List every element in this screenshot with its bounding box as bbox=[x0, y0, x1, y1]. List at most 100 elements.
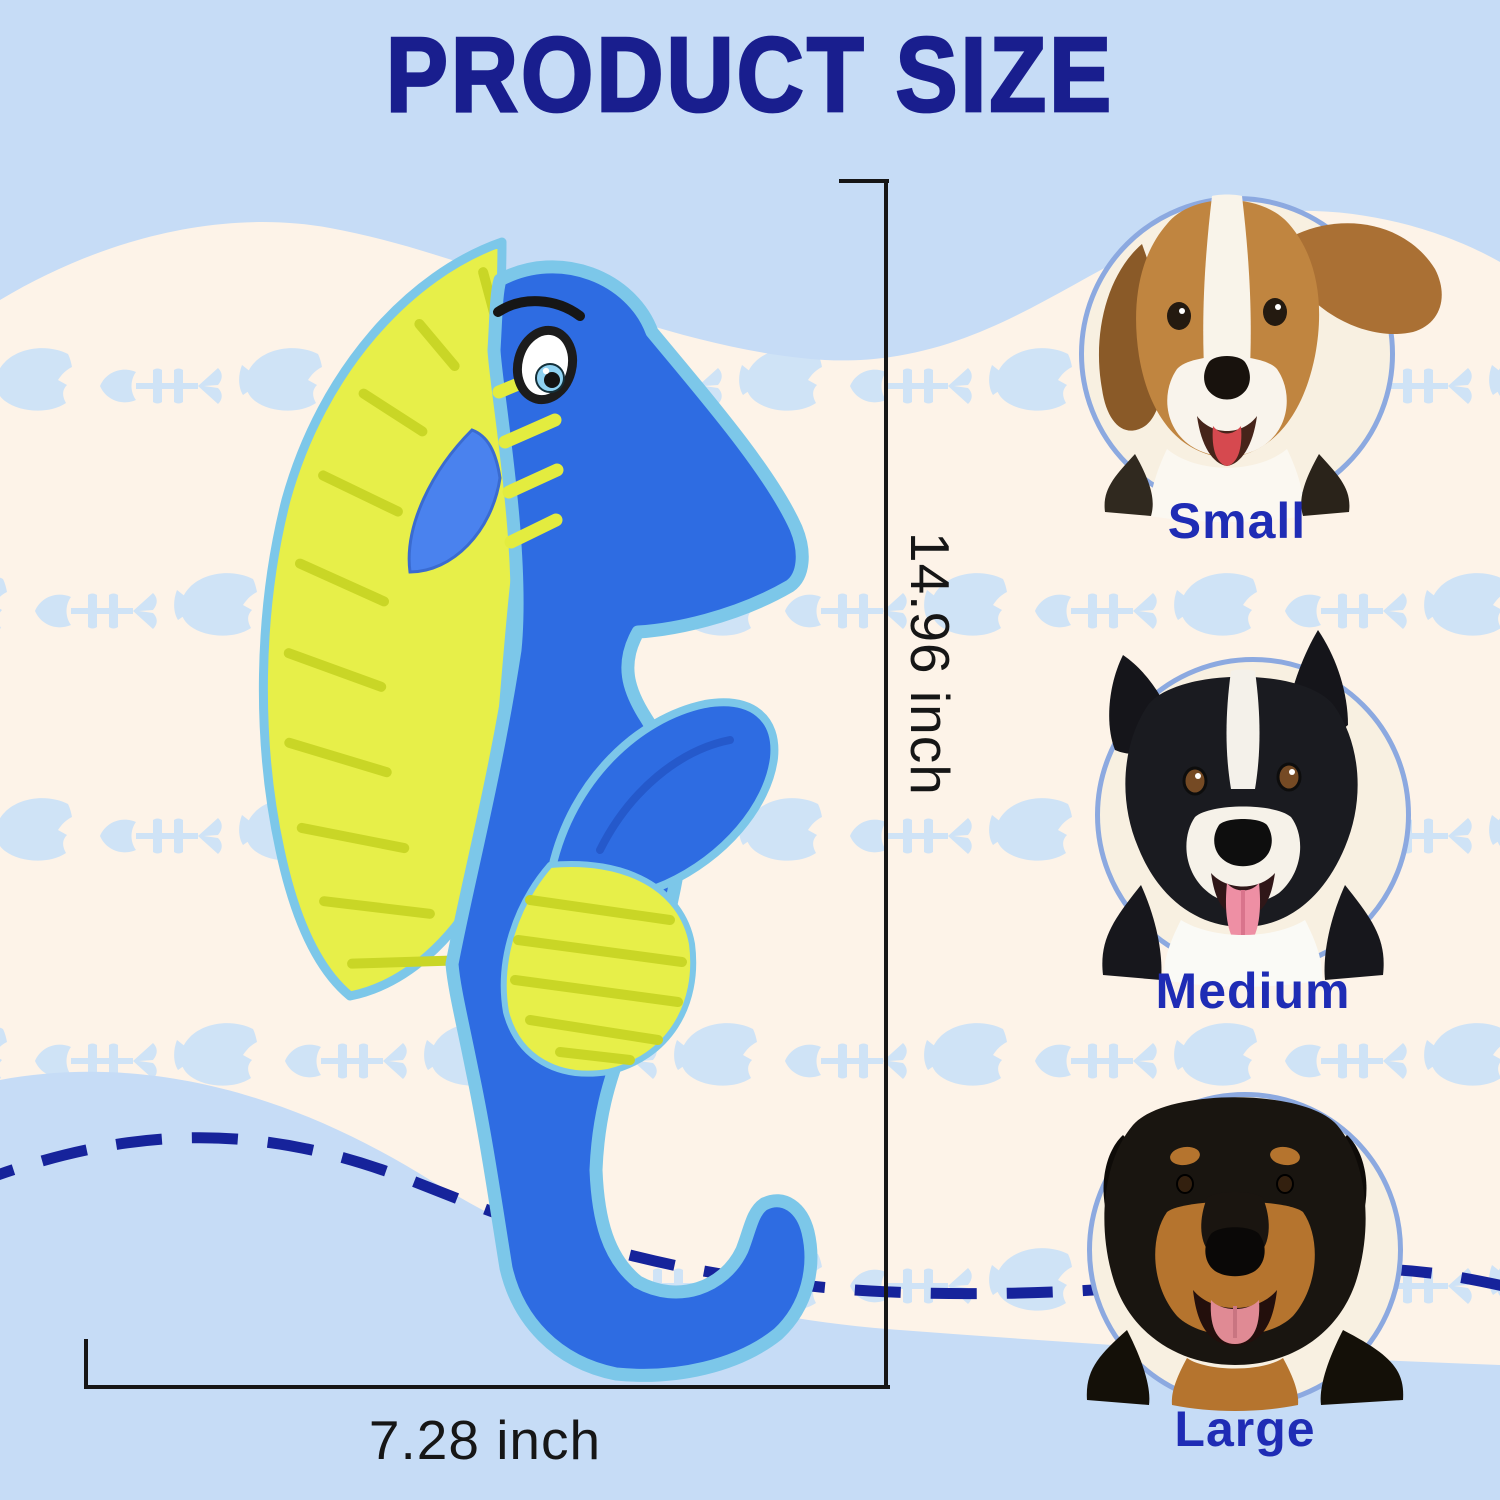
pattern-fish-icon bbox=[0, 798, 72, 861]
eye-glint bbox=[1289, 769, 1295, 775]
seahorse-eyebrow bbox=[493, 296, 585, 321]
beagle-shoulder bbox=[1301, 454, 1350, 516]
seahorse-neck-stripe bbox=[498, 413, 562, 449]
collie-chest bbox=[1163, 920, 1323, 987]
rottweiler-brow bbox=[1270, 1146, 1300, 1166]
pattern-fishbone-icon bbox=[785, 1043, 907, 1079]
rottweiler-dog-photo bbox=[1086, 1097, 1404, 1411]
seahorse-crest-ridges bbox=[283, 267, 500, 969]
width-label: 7.28 inch bbox=[368, 1409, 602, 1471]
seahorse-neck-stripe bbox=[504, 513, 563, 549]
size-label-large: Large bbox=[1174, 1401, 1316, 1457]
collie-nose bbox=[1214, 819, 1272, 867]
collie-head bbox=[1125, 676, 1358, 927]
beagle-shoulder bbox=[1104, 454, 1153, 516]
collie-eye bbox=[1182, 766, 1208, 796]
collie-shoulder bbox=[1324, 885, 1384, 980]
beagle-right-ear bbox=[1295, 223, 1442, 335]
pattern-fishbone-icon bbox=[850, 368, 972, 404]
rottweiler-shoulder bbox=[1320, 1330, 1404, 1405]
rottweiler-chest bbox=[1171, 1358, 1299, 1411]
size-label-medium: Medium bbox=[1155, 963, 1351, 1019]
pattern-fish-icon bbox=[989, 348, 1072, 411]
width-measure-left-tick bbox=[84, 1339, 88, 1389]
beagle-dog-photo bbox=[1098, 194, 1442, 522]
pattern-fishbone-icon bbox=[1285, 1043, 1407, 1079]
pattern-fish-icon bbox=[1489, 815, 1500, 846]
crest-ridge bbox=[296, 822, 410, 854]
crest-ridge bbox=[283, 648, 387, 692]
pattern-fish-icon bbox=[924, 573, 1007, 636]
beagle-eye bbox=[1263, 298, 1287, 326]
crest-ridge bbox=[284, 737, 392, 778]
pattern-fish-icon bbox=[1424, 1023, 1500, 1086]
eye-glint bbox=[1179, 308, 1185, 314]
height-label: 14.96 inch bbox=[899, 532, 961, 796]
collie-shoulder bbox=[1102, 885, 1162, 980]
beagle-muzzle bbox=[1167, 356, 1287, 457]
pattern-fishbone-icon bbox=[850, 818, 972, 854]
height-measure-line bbox=[884, 181, 888, 1389]
crest-ridge bbox=[295, 558, 389, 607]
rottweiler-brow bbox=[1170, 1146, 1200, 1166]
pattern-fishbone-icon bbox=[1285, 593, 1407, 629]
beagle-nose bbox=[1204, 356, 1250, 400]
pattern-fish-icon bbox=[739, 798, 822, 861]
crest-ridge bbox=[358, 388, 428, 437]
pattern-fishbone-icon bbox=[1035, 593, 1157, 629]
pattern-fish-icon bbox=[174, 1023, 257, 1086]
belly-stripe bbox=[513, 935, 687, 967]
pattern-fish-icon bbox=[1174, 573, 1257, 636]
pattern-fishbone-icon bbox=[785, 593, 907, 629]
border-collie-dog-photo bbox=[1102, 630, 1384, 987]
size-label-small: Small bbox=[1167, 493, 1307, 549]
crest-ridge bbox=[414, 319, 460, 371]
top-wave-band bbox=[0, 0, 1500, 361]
height-measure-top-tick bbox=[839, 179, 889, 183]
rottweiler-shoulder bbox=[1086, 1330, 1150, 1405]
belly-stripe bbox=[555, 1047, 635, 1065]
page-title: PRODUCT SIZE bbox=[385, 14, 1115, 135]
eye-glint bbox=[1275, 304, 1281, 310]
crest-ridge bbox=[319, 896, 435, 919]
pattern-fish-icon bbox=[0, 577, 7, 629]
beagle-eye bbox=[1167, 302, 1191, 330]
pattern-fish-icon bbox=[739, 348, 822, 411]
crest-ridge bbox=[347, 955, 463, 969]
beagle-chest bbox=[1149, 449, 1305, 522]
collie-blaze bbox=[1226, 669, 1260, 789]
pattern-fish-icon bbox=[174, 573, 257, 636]
pattern-fish-icon bbox=[674, 1023, 757, 1086]
seahorse-side-fin bbox=[407, 428, 502, 574]
pattern-fishbone-icon bbox=[1035, 1043, 1157, 1079]
rottweiler-eye bbox=[1276, 1174, 1294, 1194]
crest-ridge bbox=[318, 470, 403, 517]
belly-stripe bbox=[525, 895, 675, 925]
eye-glint bbox=[1195, 773, 1201, 779]
width-measure-line bbox=[84, 1385, 890, 1389]
beagle-tongue bbox=[1212, 426, 1242, 466]
pattern-fish-icon bbox=[1174, 1023, 1257, 1086]
pattern-fishbone-icon bbox=[35, 593, 157, 629]
seahorse-toy-image bbox=[258, 237, 818, 1382]
pattern-fish-icon bbox=[1424, 573, 1500, 636]
seahorse-arm-curl bbox=[596, 736, 734, 854]
pattern-fishbone-icon bbox=[100, 818, 222, 854]
pattern-fish-icon bbox=[0, 1027, 7, 1079]
beagle-blaze bbox=[1203, 194, 1251, 386]
pattern-fishbone-icon bbox=[100, 368, 222, 404]
pattern-fish-icon bbox=[924, 1023, 1007, 1086]
pattern-fish-icon bbox=[239, 348, 322, 411]
pattern-fish-icon bbox=[989, 798, 1072, 861]
collie-eye bbox=[1276, 762, 1302, 792]
rottweiler-nose bbox=[1205, 1227, 1265, 1277]
belly-stripe bbox=[510, 975, 683, 1007]
pattern-fishbone-icon bbox=[285, 1043, 407, 1079]
pattern-fishbone-icon bbox=[35, 1043, 157, 1079]
seahorse-eye bbox=[512, 325, 578, 405]
pattern-fish-icon bbox=[0, 348, 72, 411]
rottweiler-eye bbox=[1176, 1174, 1194, 1194]
seahorse-neck-stripe bbox=[502, 463, 564, 499]
pattern-fish-icon bbox=[1489, 365, 1500, 396]
